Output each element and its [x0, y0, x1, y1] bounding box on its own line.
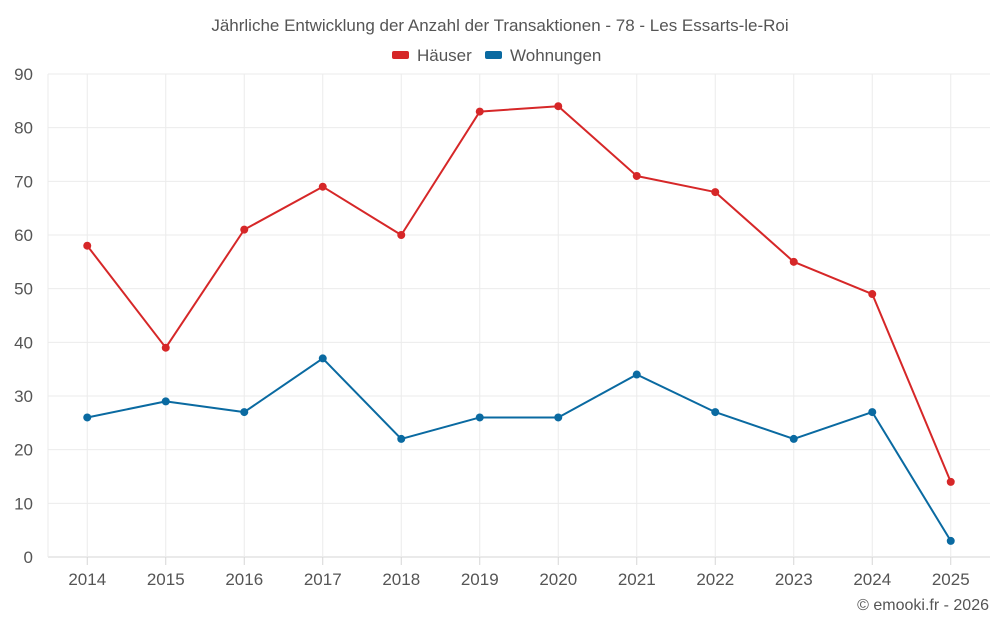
- y-tick-label: 0: [24, 548, 33, 567]
- data-point-wohnungen[interactable]: [397, 434, 406, 443]
- data-point-hauser[interactable]: [946, 477, 955, 486]
- data-point-hauser[interactable]: [83, 241, 92, 250]
- legend-label-hauser: Häuser: [417, 46, 472, 65]
- data-point-wohnungen[interactable]: [711, 408, 720, 417]
- x-tick-label: 2023: [775, 570, 813, 589]
- data-point-hauser[interactable]: [161, 343, 170, 352]
- data-point-hauser[interactable]: [632, 171, 641, 180]
- y-tick-label: 10: [14, 494, 33, 513]
- data-point-wohnungen[interactable]: [83, 413, 92, 422]
- data-point-wohnungen[interactable]: [554, 413, 563, 422]
- data-point-wohnungen[interactable]: [475, 413, 484, 422]
- x-tick-label: 2024: [853, 570, 891, 589]
- data-point-wohnungen[interactable]: [161, 397, 170, 406]
- y-tick-label: 50: [14, 280, 33, 299]
- x-tick-label: 2019: [461, 570, 499, 589]
- chart-title: Jährliche Entwicklung der Anzahl der Tra…: [211, 16, 788, 35]
- data-point-hauser[interactable]: [868, 290, 877, 299]
- y-tick-label: 90: [14, 65, 33, 84]
- y-tick-label: 40: [14, 333, 33, 352]
- grid: [47, 73, 990, 565]
- data-point-hauser[interactable]: [397, 231, 406, 239]
- x-tick-label: 2021: [618, 570, 656, 589]
- credit-text: © emooki.fr - 2026: [857, 597, 989, 614]
- data-point-wohnungen[interactable]: [946, 536, 955, 545]
- data-point-hauser[interactable]: [711, 188, 720, 197]
- data-point-hauser[interactable]: [318, 182, 327, 191]
- legend: Häuser Wohnungen: [392, 46, 601, 65]
- legend-item-hauser[interactable]: Häuser: [392, 46, 472, 65]
- y-tick-label: 60: [14, 226, 33, 245]
- y-axis-ticks: 0 10 20 30 40 50 60 70 80 90: [14, 65, 33, 567]
- data-point-hauser[interactable]: [240, 225, 249, 234]
- legend-label-wohnungen: Wohnungen: [510, 46, 601, 65]
- x-axis-ticks: 2014 2015 2016 2017 2018 2019 2020 2021 2022 2023…: [68, 570, 969, 589]
- x-tick-label: 2022: [696, 570, 734, 589]
- legend-swatch-hauser: [392, 51, 409, 59]
- data-point-wohnungen[interactable]: [868, 408, 877, 417]
- data-point-wohnungen[interactable]: [789, 434, 798, 443]
- legend-item-wohnungen[interactable]: Wohnungen: [485, 46, 601, 65]
- series-group: [83, 102, 955, 545]
- x-tick-label: 2025: [932, 570, 970, 589]
- y-tick-label: 30: [14, 387, 33, 406]
- series-line-hauser: [86, 105, 952, 483]
- y-tick-label: 70: [14, 172, 33, 191]
- data-point-wohnungen[interactable]: [240, 408, 249, 417]
- x-tick-label: 2015: [147, 570, 185, 589]
- x-tick-label: 2016: [225, 570, 263, 589]
- x-tick-label: 2014: [68, 570, 106, 589]
- data-point-wohnungen[interactable]: [632, 370, 641, 379]
- data-point-hauser[interactable]: [475, 107, 484, 116]
- data-point-hauser[interactable]: [554, 102, 563, 111]
- x-tick-label: 2020: [539, 570, 577, 589]
- x-tick-label: 2018: [382, 570, 420, 589]
- data-point-wohnungen[interactable]: [318, 354, 327, 363]
- y-tick-label: 80: [14, 119, 33, 138]
- series-line-wohnungen: [87, 357, 952, 542]
- x-tick-label: 2017: [304, 570, 342, 589]
- y-tick-label: 20: [14, 441, 33, 460]
- data-point-hauser[interactable]: [789, 257, 798, 266]
- legend-swatch-wohnungen: [485, 51, 502, 59]
